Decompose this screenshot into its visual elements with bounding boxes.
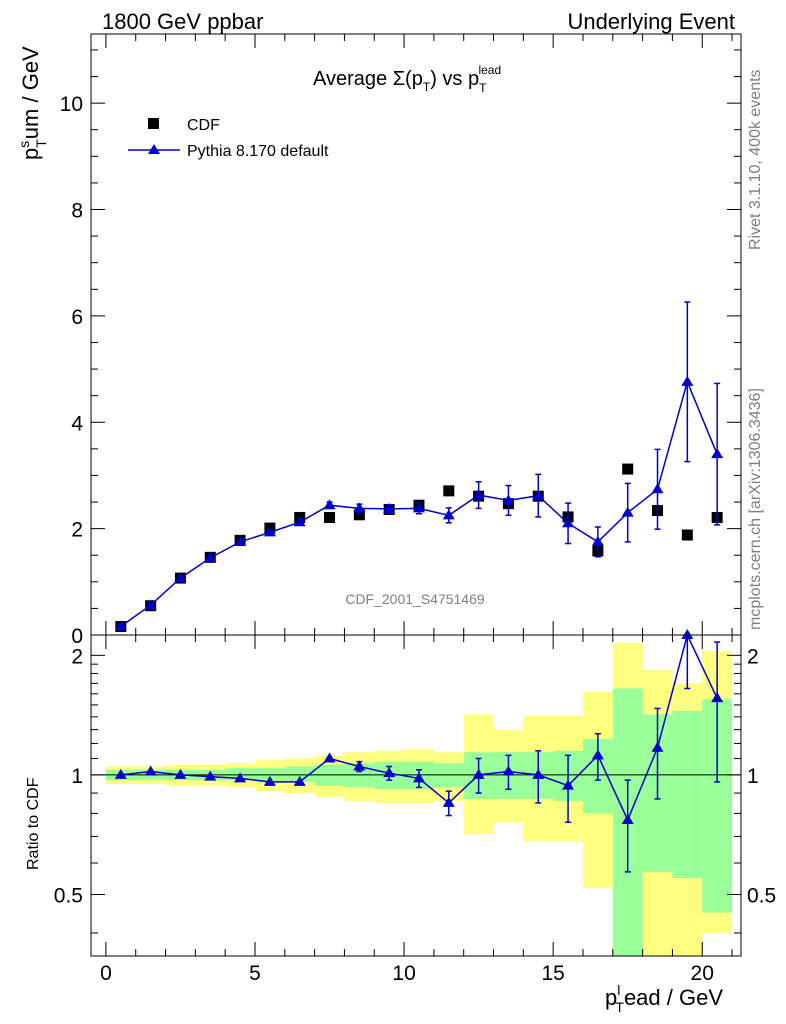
y-tick-label: 8: [71, 200, 83, 223]
cdf-point: [324, 511, 336, 523]
main-series: [114, 301, 724, 632]
pythia-point: [532, 489, 545, 500]
ratio-bands: [105, 642, 733, 956]
ratio-point: [383, 767, 396, 778]
y-tick-label: 10: [60, 93, 83, 116]
ratio-point: [711, 692, 724, 703]
x-tick-label: 5: [249, 962, 261, 985]
pythia-point: [502, 494, 515, 505]
y-tick-label: 2: [71, 519, 83, 542]
pythia-point: [323, 499, 336, 510]
pythia-point: [621, 506, 634, 517]
title-sup2: lead: [478, 63, 501, 77]
x-tick-label: 20: [691, 962, 714, 985]
ratio-y-tick-label-right: 0.5: [747, 884, 776, 907]
pythia-point: [442, 509, 455, 520]
legend-pythia-label: Pythia 8.170 default: [187, 143, 329, 160]
x-tick-label: 0: [100, 962, 112, 985]
pythia-point: [591, 535, 604, 546]
ratio-point: [532, 768, 545, 779]
cdf-point: [443, 485, 455, 497]
legend-cdf-label: CDF: [187, 117, 220, 134]
ratio-point: [323, 752, 336, 763]
pythia-point: [234, 535, 247, 546]
ratio-point: [144, 765, 157, 776]
ratio-series: [114, 629, 724, 873]
ratio-point: [263, 775, 276, 786]
ratio-y-axis-label: Ratio to CDF: [25, 777, 42, 870]
ratio-point: [562, 779, 575, 790]
ratio-point: [591, 749, 604, 760]
rivet-label: Rivet 3.1.10, 400k events: [747, 69, 764, 250]
legend: CDF Pythia 8.170 default: [128, 117, 329, 160]
header-right: Underlying Event: [567, 9, 735, 34]
ratio-point: [353, 760, 366, 771]
ratio-point: [174, 768, 187, 779]
ratio-point: [472, 768, 485, 779]
title-mid: ) vs p: [430, 68, 479, 90]
pythia-point: [263, 526, 276, 537]
x-tick-label: 10: [392, 962, 415, 985]
pythia-point: [293, 516, 306, 527]
ratio-point: [114, 768, 127, 779]
ratio-band-inner: [672, 710, 703, 879]
ratio-y-tick-label: 2: [71, 645, 83, 668]
ratio-point: [412, 772, 425, 783]
mcplots-label: mcplots.cern.ch [arXiv:1306.3436]: [747, 388, 764, 630]
main-y-axis-label: psTum / GeV: [16, 46, 49, 160]
ratio-point: [442, 796, 455, 807]
ratio-point: [293, 775, 306, 786]
pythia-point: [711, 448, 724, 459]
y-tick-label: 6: [71, 306, 83, 329]
pythia-point: [562, 517, 575, 528]
analysis-label: CDF_2001_S4751469: [345, 591, 485, 607]
pythia-point: [412, 502, 425, 513]
ratio-point: [621, 813, 634, 824]
ratio-y-tick-label-right: 2: [747, 645, 759, 668]
main-axis-ticks: 0 2 4 6 8 10: [60, 34, 741, 648]
pythia-point: [651, 483, 664, 494]
pythia-point: [353, 502, 366, 513]
ratio-point: [681, 629, 694, 639]
ratio-y-tick-label-right: 1: [747, 765, 759, 788]
main-title: Average Σ(pT) vs pTlead: [313, 63, 501, 95]
pythia-point: [114, 620, 127, 631]
pythia-point: [144, 599, 157, 610]
title-sub2: T: [479, 81, 487, 95]
ratio-y-tick-label: 0.5: [54, 884, 83, 907]
ratio-axis-ticks: 0.5 0.51 12 20 5 10 15 20: [54, 635, 776, 985]
pythia-point: [204, 551, 217, 562]
cdf-point: [622, 463, 634, 475]
legend-pythia-marker: [148, 144, 160, 154]
pythia-point: [174, 572, 187, 583]
pythia-point: [681, 375, 694, 386]
y-tick-label: 0: [71, 625, 83, 648]
ratio-plot-frame: [90, 634, 742, 957]
legend-cdf-marker: [148, 118, 159, 129]
title-pre: Average Σ(p: [313, 68, 423, 90]
header-left: 1800 GeV ppbar: [102, 9, 263, 34]
pythia-point: [383, 502, 396, 513]
ratio-point: [502, 765, 515, 776]
x-tick-label: 15: [541, 962, 564, 985]
pythia-point: [472, 489, 485, 500]
ratio-point: [234, 772, 247, 783]
cdf-point: [681, 529, 693, 541]
title-sub1: T: [423, 80, 431, 94]
ratio-point: [651, 741, 664, 752]
x-axis-label: pl Tead / GeV: [605, 982, 723, 1015]
ratio-y-tick-label: 1: [71, 765, 83, 788]
cdf-point: [353, 509, 365, 521]
ratio-point: [204, 770, 217, 781]
ratio-band-inner: [284, 766, 315, 782]
y-tick-label: 4: [71, 412, 83, 435]
